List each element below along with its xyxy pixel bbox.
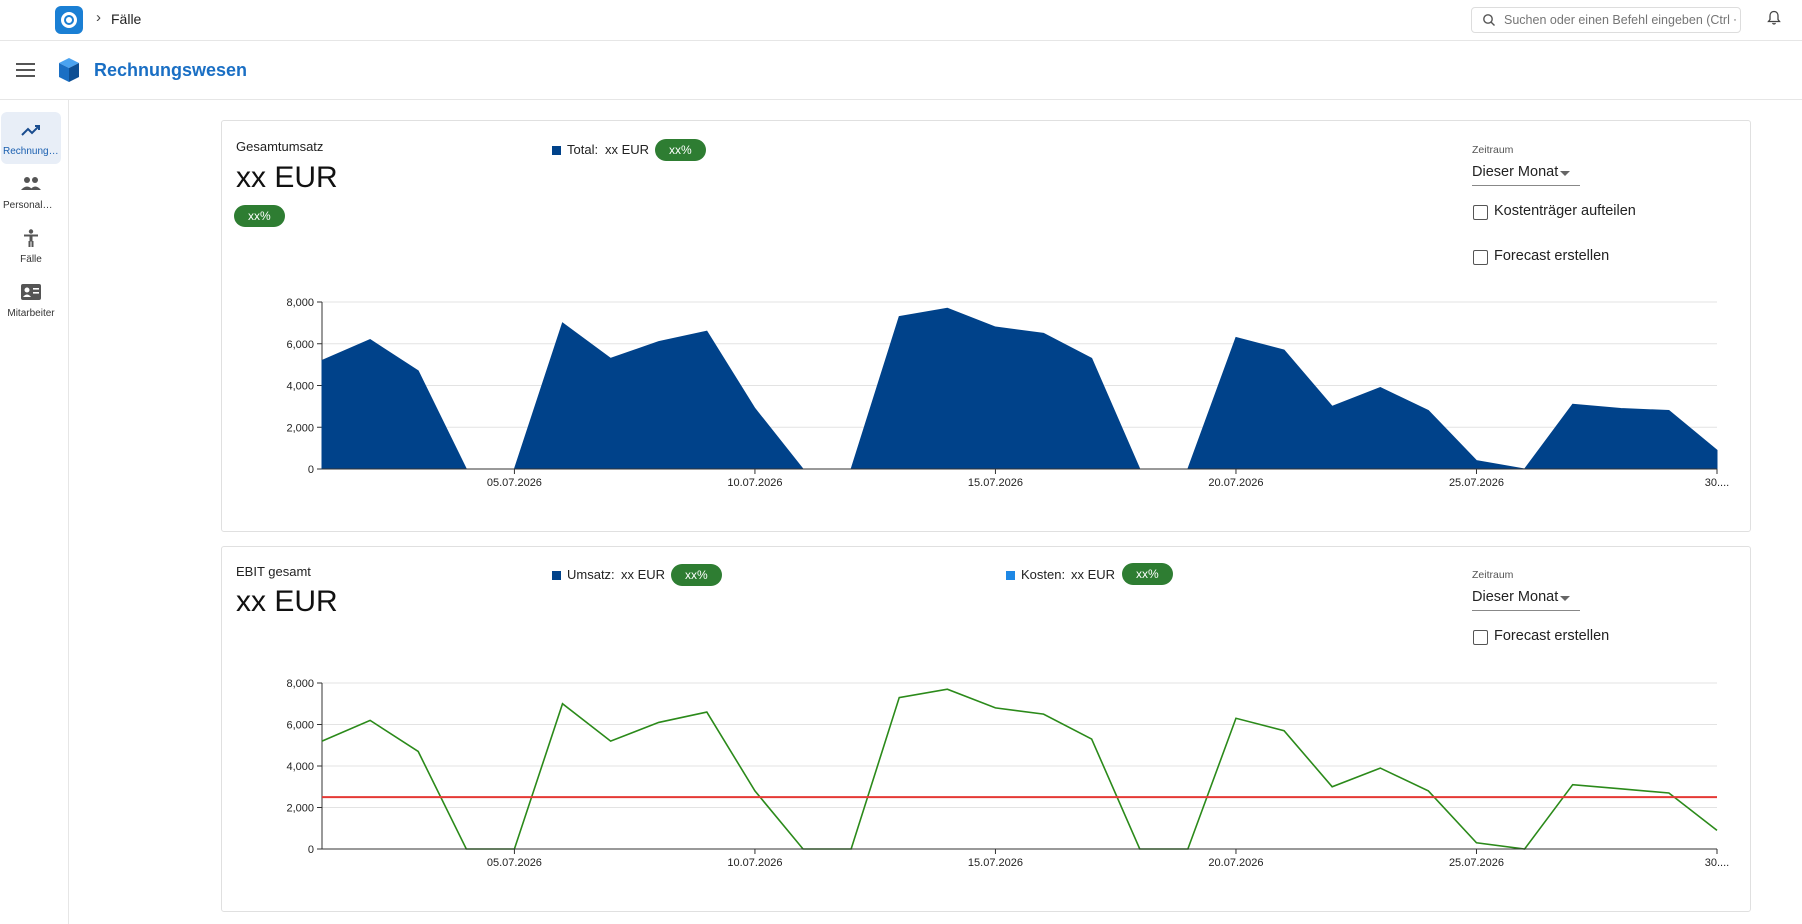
y-tick-label: 8,000 bbox=[286, 678, 314, 690]
revenue-card: Gesamtumsatz xx EUR xx% Total: xx EUR xx… bbox=[221, 120, 1751, 532]
accounting-cube-icon bbox=[59, 58, 79, 82]
legend-value: xx EUR bbox=[605, 142, 650, 157]
split-cost-bearer-checkbox[interactable] bbox=[1473, 205, 1488, 220]
sidebar-item-label: Mitarbeiter bbox=[7, 308, 55, 319]
y-tick-label: 2,000 bbox=[286, 803, 314, 815]
legend-badge: xx% bbox=[671, 564, 722, 586]
area-series bbox=[321, 307, 1718, 470]
sidebar-item-mitarbeiter[interactable]: Mitarbeiter bbox=[1, 274, 61, 326]
period-label: Zeitraum bbox=[1472, 569, 1514, 581]
legend-badge: xx% bbox=[655, 139, 706, 161]
page-title: Rechnungswesen bbox=[94, 60, 248, 80]
y-tick-label: 8,000 bbox=[286, 297, 314, 309]
sidebar: Rechnungswesen Personalwesen Fälle Mitar… bbox=[0, 100, 69, 924]
people-icon bbox=[21, 177, 41, 190]
line-series-umsatz bbox=[321, 688, 1718, 850]
sidebar-item-label: Rechnungswesen bbox=[3, 146, 59, 157]
ebit-card: EBIT gesamt xx EUR Umsatz: xx EUR xx% Ko… bbox=[221, 546, 1751, 912]
breadcrumb[interactable]: Fälle bbox=[111, 11, 142, 27]
y-tick-label: 6,000 bbox=[286, 720, 314, 732]
id-card-icon bbox=[21, 284, 41, 300]
y-tick-label: 0 bbox=[308, 464, 314, 476]
x-tick-label: 10.07.2026 bbox=[727, 477, 782, 489]
y-tick-label: 6,000 bbox=[286, 339, 314, 351]
x-tick-label: 25.07.2026 bbox=[1449, 477, 1504, 489]
legend-swatch-umsatz bbox=[552, 571, 561, 580]
legend-badge: xx% bbox=[1122, 563, 1173, 585]
period-label: Zeitraum bbox=[1472, 144, 1514, 156]
sidebar-item-label: Personalwesen bbox=[3, 200, 59, 211]
trending-up-icon bbox=[21, 125, 40, 136]
card-title: Gesamtumsatz bbox=[236, 139, 324, 154]
total-value: xx EUR bbox=[236, 585, 338, 618]
legend-label: Umsatz: bbox=[567, 567, 615, 582]
legend-value: xx EUR bbox=[1071, 567, 1116, 582]
x-tick-label: 05.07.2026 bbox=[487, 857, 542, 869]
x-tick-label: 20.07.2026 bbox=[1208, 857, 1263, 869]
legend-label: Total: bbox=[567, 142, 599, 157]
forecast-checkbox[interactable] bbox=[1473, 630, 1488, 645]
menu-icon[interactable] bbox=[16, 63, 35, 77]
caret-down-icon bbox=[1560, 171, 1570, 176]
app-logo-icon[interactable] bbox=[55, 6, 83, 34]
x-tick-label: 25.07.2026 bbox=[1449, 857, 1504, 869]
search-icon bbox=[1483, 14, 1495, 26]
legend-label: Kosten: bbox=[1021, 567, 1066, 582]
sidebar-item-label: Fälle bbox=[20, 254, 42, 265]
ebit-line-chart: 0 2,000 4,000 6,000 8,000 05.07.2026 10.07.202… bbox=[286, 678, 1729, 869]
y-tick-label: 2,000 bbox=[286, 422, 314, 434]
person-standing-icon bbox=[24, 229, 38, 247]
legend-swatch-kosten bbox=[1006, 571, 1015, 580]
sidebar-item-faelle[interactable]: Fälle bbox=[1, 220, 61, 272]
search-input[interactable] bbox=[1504, 11, 1736, 29]
legend-value: xx EUR bbox=[621, 567, 666, 582]
forecast-checkbox[interactable] bbox=[1473, 250, 1488, 265]
x-tick-label: 15.07.2026 bbox=[968, 857, 1023, 869]
card-title: EBIT gesamt bbox=[236, 564, 311, 579]
y-tick-label: 4,000 bbox=[286, 761, 314, 773]
x-tick-label: 30.... bbox=[1705, 477, 1729, 489]
checkbox-label: Kostenträger aufteilen bbox=[1494, 203, 1636, 219]
checkbox-label: Forecast erstellen bbox=[1494, 628, 1610, 644]
change-badge: xx% bbox=[234, 205, 285, 227]
total-value: xx EUR bbox=[236, 161, 338, 194]
x-tick-label: 15.07.2026 bbox=[968, 477, 1023, 489]
search-box[interactable] bbox=[1471, 7, 1741, 33]
revenue-area-chart: 0 2,000 4,000 6,000 8,000 05.07.2026 10.07.202… bbox=[286, 297, 1729, 489]
period-select[interactable]: Dieser Monat bbox=[1472, 587, 1580, 611]
y-tick-label: 4,000 bbox=[286, 381, 314, 393]
x-tick-label: 05.07.2026 bbox=[487, 477, 542, 489]
sidebar-item-rechnungswesen[interactable]: Rechnungswesen bbox=[1, 112, 61, 164]
caret-down-icon bbox=[1560, 596, 1570, 601]
period-select[interactable]: Dieser Monat bbox=[1472, 162, 1580, 186]
checkbox-label: Forecast erstellen bbox=[1494, 248, 1610, 264]
x-tick-label: 20.07.2026 bbox=[1208, 477, 1263, 489]
y-tick-label: 0 bbox=[308, 844, 314, 856]
x-tick-label: 10.07.2026 bbox=[727, 857, 782, 869]
app-header: Rechnungswesen bbox=[0, 41, 1802, 100]
x-tick-label: 30.... bbox=[1705, 857, 1729, 869]
bell-icon[interactable] bbox=[1767, 10, 1781, 26]
legend-swatch bbox=[552, 146, 561, 155]
top-bar: › Fälle bbox=[0, 0, 1802, 41]
sidebar-item-personalwesen[interactable]: Personalwesen bbox=[1, 166, 61, 218]
chevron-right-icon: › bbox=[96, 9, 101, 26]
